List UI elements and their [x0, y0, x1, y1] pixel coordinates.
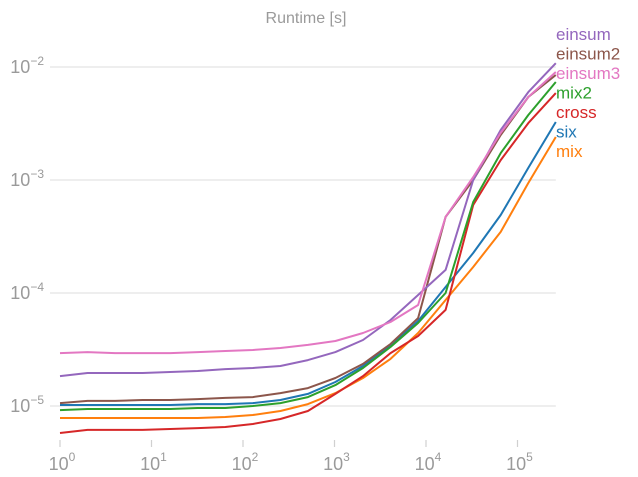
tick-exponent: 0	[69, 450, 76, 464]
y-tick-label: 10−5	[10, 393, 44, 416]
tick-base: 10	[10, 57, 30, 77]
legend-label-six: six	[556, 123, 577, 142]
tick-exponent: −4	[30, 280, 44, 294]
x-axis: 100 101 102 103 104 105	[49, 440, 533, 474]
tick-base: 10	[415, 454, 435, 474]
legend-label-einsum: einsum	[556, 25, 611, 44]
legend-label-cross: cross	[556, 103, 597, 122]
chart-title: Runtime [s]	[266, 10, 347, 27]
tick-exponent: 2	[252, 450, 259, 464]
tick-exponent: 5	[526, 450, 533, 464]
x-tick-label: 103	[323, 450, 350, 474]
series-line-mix2	[59, 81, 557, 412]
tick-exponent: −2	[30, 54, 44, 68]
y-tick-label: 10−2	[10, 54, 44, 77]
tick-base: 10	[323, 454, 343, 474]
tick-exponent: 4	[435, 450, 442, 464]
tick-base: 10	[10, 396, 30, 416]
x-tick-label: 105	[506, 450, 533, 474]
legend-label-einsum2: einsum2	[556, 45, 620, 64]
tick-base: 10	[140, 454, 160, 474]
series-line-einsum3	[59, 71, 557, 355]
tick-base: 10	[10, 283, 30, 303]
series-line-six	[60, 121, 557, 406]
x-tick-label: 104	[415, 450, 442, 474]
series-lines	[59, 62, 557, 434]
tick-base: 10	[232, 454, 252, 474]
x-tick-label: 102	[232, 450, 259, 474]
legend-label-einsum3: einsum3	[556, 64, 620, 83]
tick-exponent: −3	[30, 167, 44, 181]
tick-exponent: 3	[343, 450, 350, 464]
legend-label-mix2: mix2	[556, 84, 592, 103]
tick-exponent: 1	[160, 450, 167, 464]
tick-base: 10	[10, 170, 30, 190]
tick-base: 10	[506, 454, 526, 474]
series-line-cross	[59, 92, 557, 434]
y-tick-label: 10−3	[10, 167, 44, 190]
series-line-mix	[60, 136, 557, 419]
tick-base: 10	[49, 454, 69, 474]
series-line-einsum	[59, 62, 557, 378]
gridlines	[50, 66, 556, 407]
tick-exponent: −5	[30, 393, 44, 407]
y-tick-label: 10−4	[10, 280, 44, 303]
x-tick-label: 100	[49, 450, 76, 474]
y-axis: 10−210−310−410−5	[10, 54, 44, 416]
legend-label-mix: mix	[556, 142, 583, 161]
x-tick-label: 101	[140, 450, 167, 474]
